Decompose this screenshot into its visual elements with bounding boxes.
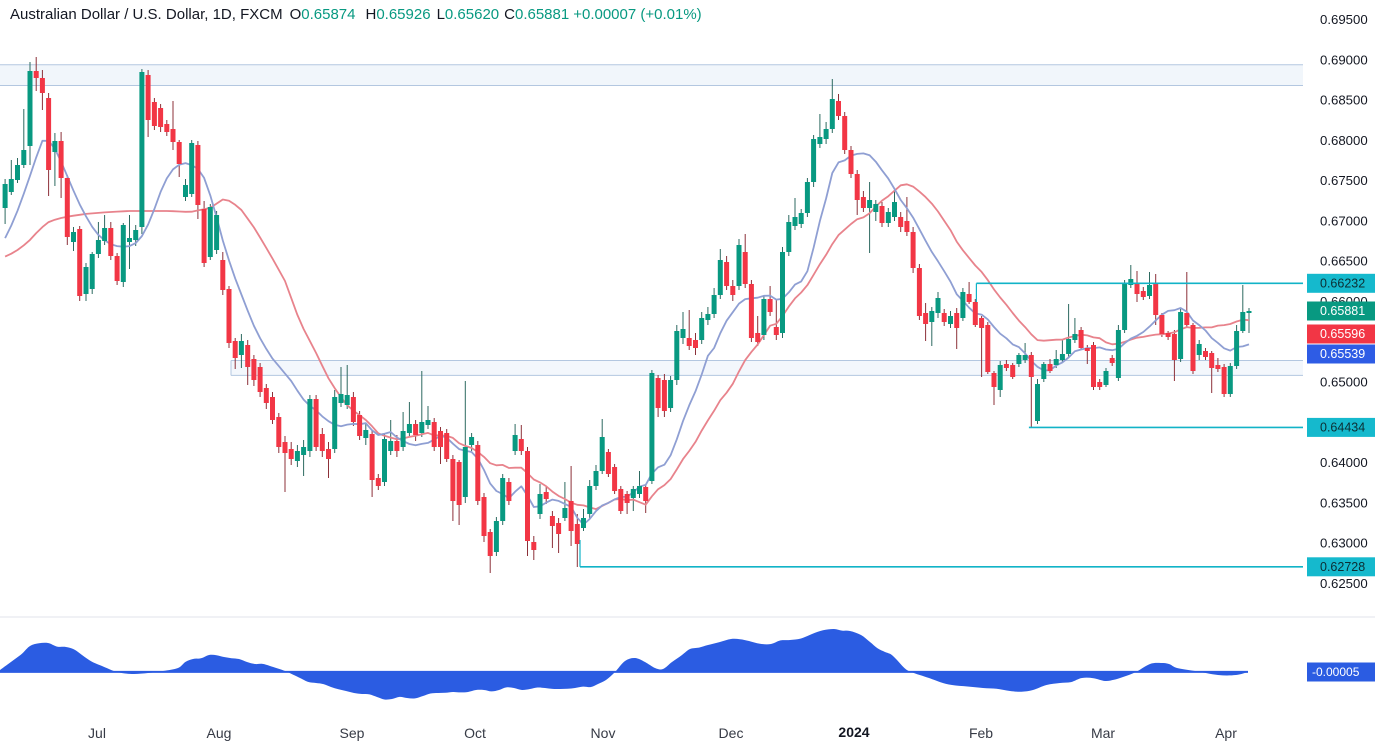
svg-text:0.62500: 0.62500	[1320, 576, 1368, 591]
svg-text:0.67000: 0.67000	[1320, 213, 1368, 228]
svg-text:2024: 2024	[838, 724, 869, 740]
svg-text:Mar: Mar	[1091, 725, 1115, 741]
svg-text:Feb: Feb	[969, 725, 993, 741]
svg-text:0.65539: 0.65539	[1320, 347, 1365, 361]
svg-text:0.64000: 0.64000	[1320, 455, 1368, 470]
svg-text:0.69500: 0.69500	[1320, 12, 1368, 27]
svg-text:Jul: Jul	[88, 725, 106, 741]
svg-text:0.65000: 0.65000	[1320, 375, 1368, 390]
svg-text:Nov: Nov	[591, 725, 616, 741]
svg-text:0.66500: 0.66500	[1320, 254, 1368, 269]
svg-text:Dec: Dec	[719, 725, 744, 741]
svg-text:Oct: Oct	[464, 725, 486, 741]
svg-text:0.66232: 0.66232	[1320, 277, 1365, 291]
svg-text:0.63000: 0.63000	[1320, 536, 1368, 551]
svg-text:Sep: Sep	[340, 725, 365, 741]
svg-text:0.65881: 0.65881	[1320, 304, 1365, 318]
svg-text:Apr: Apr	[1215, 725, 1237, 741]
svg-text:0.69000: 0.69000	[1320, 52, 1368, 67]
svg-text:0.64434: 0.64434	[1320, 421, 1365, 435]
svg-text:Aug: Aug	[207, 725, 232, 741]
svg-text:-0.00005: -0.00005	[1312, 665, 1360, 679]
svg-text:0.62728: 0.62728	[1320, 560, 1365, 574]
svg-text:Australian Dollar / U.S. Dolla: Australian Dollar / U.S. Dollar, 1D, FXC…	[10, 6, 702, 23]
svg-text:0.67500: 0.67500	[1320, 173, 1368, 188]
svg-text:0.68000: 0.68000	[1320, 133, 1368, 148]
svg-text:0.63500: 0.63500	[1320, 495, 1368, 510]
svg-text:0.68500: 0.68500	[1320, 93, 1368, 108]
svg-text:0.65596: 0.65596	[1320, 327, 1365, 341]
